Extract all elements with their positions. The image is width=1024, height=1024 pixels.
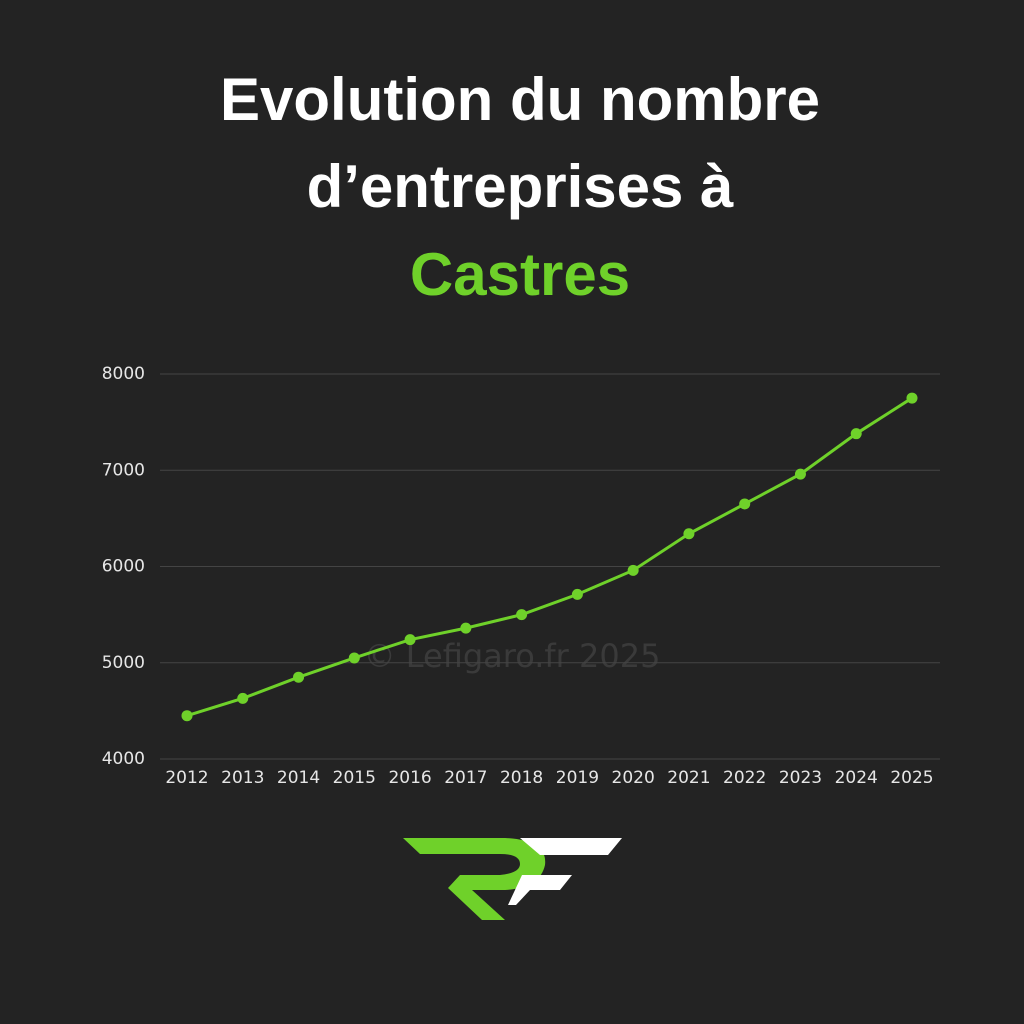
logo-f — [508, 838, 622, 905]
logo-r — [403, 838, 546, 920]
point — [237, 692, 249, 704]
point — [293, 671, 305, 683]
y-tick-label: 6000 — [102, 557, 145, 577]
point — [683, 528, 695, 540]
x-tick-label: 2013 — [221, 768, 264, 788]
point — [404, 634, 416, 646]
x-tick-label: 2015 — [333, 768, 376, 788]
line — [186, 396, 913, 718]
y-tick-label: 4000 — [102, 749, 145, 769]
y-tick-label: 5000 — [102, 653, 145, 673]
point — [906, 392, 918, 404]
chart-title-highlight: Castres — [410, 241, 630, 308]
x-tick-label: 2022 — [723, 768, 766, 788]
x-tick-label: 2014 — [277, 768, 320, 788]
point — [794, 468, 806, 480]
y-tick-label: 8000 — [102, 364, 145, 384]
x-tick-label: 2018 — [500, 768, 543, 788]
x-tick-label: 2025 — [890, 768, 933, 788]
x-tick-label: 2021 — [667, 768, 710, 788]
point — [739, 498, 751, 510]
chart-title: Evolution du nombre d’entreprises à — [220, 66, 820, 220]
point — [348, 652, 360, 664]
point — [571, 588, 583, 600]
point — [850, 428, 862, 440]
x-tick-label: 2024 — [835, 768, 878, 788]
point — [627, 564, 639, 576]
y-tick-label: 7000 — [102, 460, 145, 480]
point — [181, 710, 193, 722]
logo — [403, 838, 622, 920]
x-tick-label: 2012 — [165, 768, 208, 788]
x-tick-label: 2023 — [779, 768, 822, 788]
x-tick-label: 2020 — [612, 768, 655, 788]
point — [460, 622, 472, 634]
x-tick-label: 2019 — [556, 768, 599, 788]
point — [516, 609, 528, 621]
x-tick-label: 2017 — [444, 768, 487, 788]
x-tick-label: 2016 — [388, 768, 431, 788]
